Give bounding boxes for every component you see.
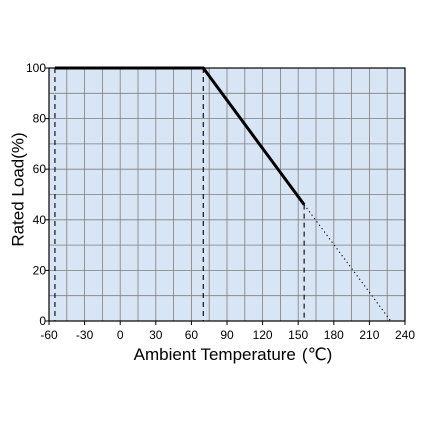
x-tick-label: 30 (149, 328, 163, 342)
x-tick-label: 180 (324, 328, 344, 342)
x-tick-label: 120 (253, 328, 273, 342)
y-tick-label: 40 (33, 213, 47, 227)
x-tick-label: -30 (76, 328, 94, 342)
x-tick-label: -60 (40, 328, 58, 342)
x-tick-label: 90 (220, 328, 234, 342)
dashed-guide-lines (54, 68, 305, 321)
y-tick-label: 100 (26, 61, 46, 75)
x-axis-title-text: Ambient Temperature (134, 345, 296, 364)
series-line-dotted (303, 204, 392, 322)
grid-lines (49, 68, 405, 321)
x-axis-title: Ambient Temperature (℃) (134, 345, 333, 364)
x-axis-unit: ℃ (308, 345, 327, 364)
x-tick-label: 60 (185, 328, 199, 342)
y-tick-label: 80 (33, 112, 47, 126)
x-tick-label: 240 (395, 328, 415, 342)
y-tick-label: 60 (33, 162, 47, 176)
y-axis-title: Rated Load(%) (8, 132, 27, 246)
x-tick-label: 210 (359, 328, 379, 342)
y-tick-label: 0 (39, 314, 46, 328)
y-tick-label: 20 (33, 263, 47, 277)
x-tick-labels: -60 -30 0 30 60 90 120 150 180 210 240 (40, 321, 415, 342)
y-tick-labels: 0 20 40 60 80 100 (26, 61, 49, 328)
x-tick-label: 150 (288, 328, 308, 342)
x-tick-label: 0 (117, 328, 124, 342)
